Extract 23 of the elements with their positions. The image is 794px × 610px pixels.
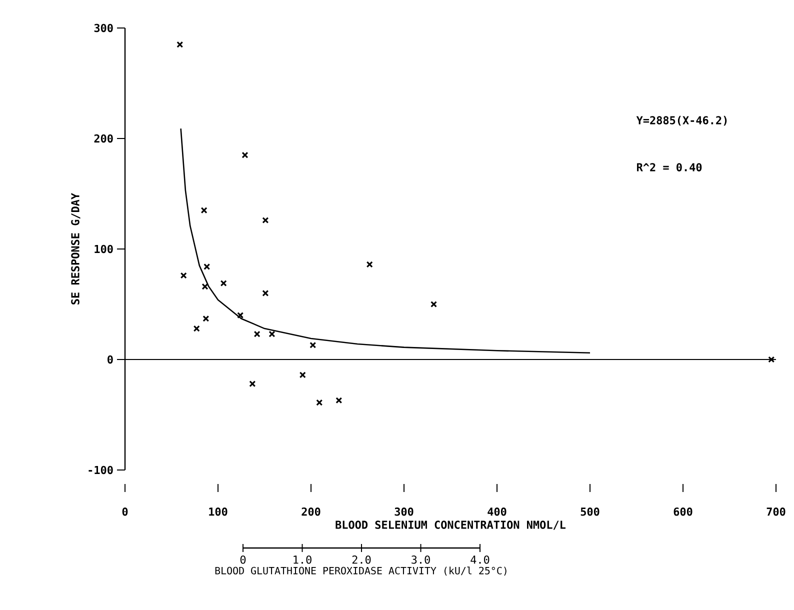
y-tick-label: 300 <box>94 24 113 32</box>
x2-tick-label: 3.0 <box>412 556 430 564</box>
y-axis-title: SE RESPONSE G/DAY <box>71 192 80 304</box>
annotation: Y=2885(X-46.2) <box>636 116 727 126</box>
x-axis-title: BLOOD SELENIUM CONCENTRATION NMOL/L <box>336 520 566 530</box>
x-tick-label: 400 <box>488 508 506 516</box>
annotation: R^2 = 0.40 <box>637 163 702 172</box>
x2-tick-label: 4.0 <box>470 556 490 564</box>
x-tick-label: 0 <box>122 508 128 516</box>
y-tick-label: -100 <box>88 466 113 474</box>
y-tick-label: 100 <box>94 244 113 254</box>
x-tick-label: 700 <box>766 508 786 516</box>
y-tick-label: 0 <box>108 355 113 364</box>
x-tick-label: 600 <box>674 508 692 516</box>
x-tick-label: 200 <box>302 508 320 516</box>
y-tick-label: 200 <box>94 134 113 143</box>
x-tick-label: 100 <box>209 508 228 516</box>
x2-tick-label: 2.0 <box>352 556 371 564</box>
x2-axis-title: BLOOD GLUTATHIONE PEROXIDASE ACTIVITY (kU/l 25°C) <box>215 566 506 576</box>
x-tick-label: 500 <box>580 508 600 516</box>
x-tick-label: 300 <box>394 508 414 516</box>
x2-tick-label: 1.0 <box>294 556 312 564</box>
x2-tick-label: 0 <box>240 556 246 564</box>
